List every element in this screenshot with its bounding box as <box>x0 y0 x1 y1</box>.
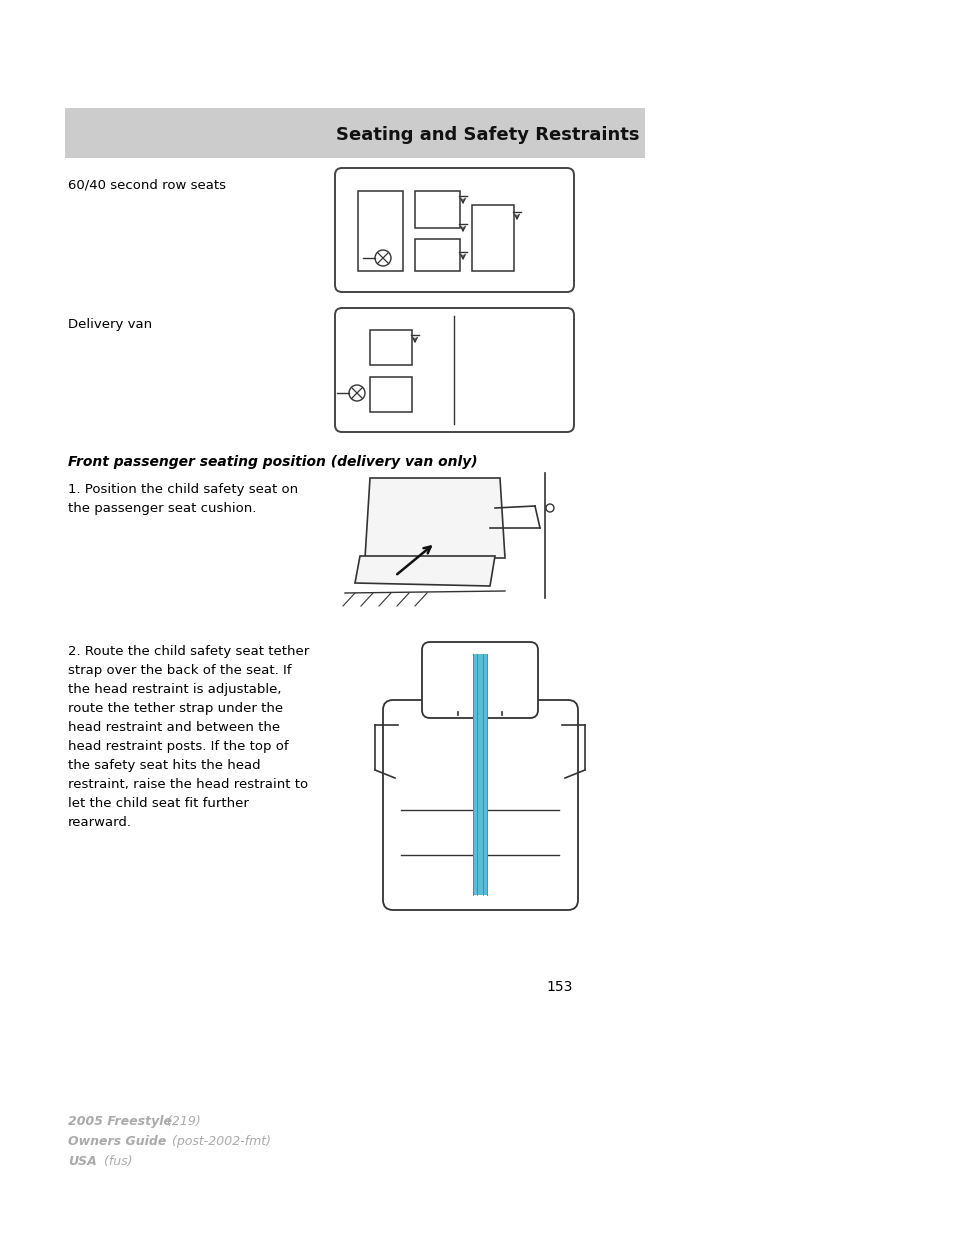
Bar <box>415 191 459 228</box>
Bar <box>370 377 412 412</box>
Bar <box>415 240 459 270</box>
Text: 153: 153 <box>546 981 573 994</box>
Text: 1. Position the child safety seat on
the passenger seat cushion.: 1. Position the child safety seat on the… <box>68 483 297 515</box>
Text: Seating and Safety Restraints: Seating and Safety Restraints <box>336 126 639 144</box>
FancyBboxPatch shape <box>335 168 574 291</box>
Bar <box>473 710 486 895</box>
FancyBboxPatch shape <box>335 308 574 432</box>
Text: USA: USA <box>68 1155 96 1168</box>
Bar <box>472 205 514 270</box>
Bar <box>65 107 644 158</box>
Polygon shape <box>365 478 504 558</box>
FancyBboxPatch shape <box>382 700 578 910</box>
Text: (fus): (fus) <box>100 1155 132 1168</box>
Text: Owners Guide: Owners Guide <box>68 1135 166 1149</box>
Text: Front passenger seating position (delivery van only): Front passenger seating position (delive… <box>68 454 477 469</box>
Bar <box>370 330 412 366</box>
FancyBboxPatch shape <box>421 642 537 718</box>
Text: 2005 Freestyle: 2005 Freestyle <box>68 1115 172 1128</box>
Text: (219): (219) <box>163 1115 200 1128</box>
Polygon shape <box>355 556 495 585</box>
Text: (post-2002-fmt): (post-2002-fmt) <box>168 1135 271 1149</box>
Text: Delivery van: Delivery van <box>68 317 152 331</box>
Bar <box>473 655 486 710</box>
Bar <box>357 191 402 270</box>
Text: 60/40 second row seats: 60/40 second row seats <box>68 178 226 191</box>
Text: 2. Route the child safety seat tether
strap over the back of the seat. If
the he: 2. Route the child safety seat tether st… <box>68 645 309 829</box>
